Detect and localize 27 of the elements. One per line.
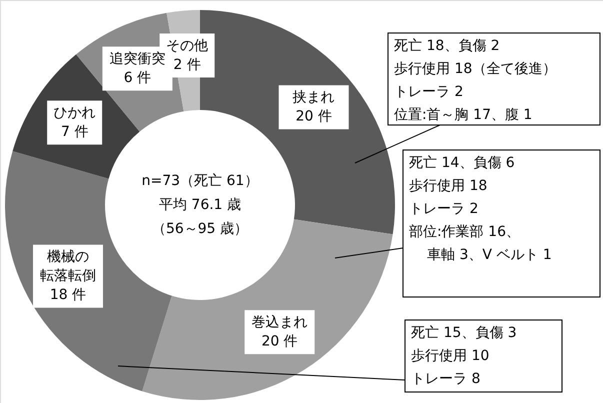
text: トレーラ 2	[394, 84, 464, 100]
text: 車軸 3、V ベルト 1	[427, 247, 552, 263]
data-label: 18 件	[50, 287, 86, 304]
slice-label: 追突衝突	[109, 51, 166, 68]
data-label: 7 件	[60, 124, 88, 140]
text: 歩行使用 18	[409, 178, 488, 194]
text: 平均 76.1 歳	[158, 197, 242, 213]
data-label: 20 件	[261, 334, 298, 350]
text: 歩行使用 10	[411, 348, 490, 364]
text: 死亡 14、負傷 6	[409, 155, 515, 171]
text: トレーラ 8	[411, 371, 480, 387]
text: n=73（死亡 61）	[142, 173, 258, 189]
slice-label: 挟まれ	[292, 90, 335, 106]
data-label: 2 件	[173, 57, 201, 74]
slice-label: その他	[166, 38, 208, 54]
slice-label: 機械の転落転倒	[40, 249, 96, 284]
text: 部位:作業部 16、	[409, 224, 520, 240]
text: 歩行使用 18（全て後進）	[394, 61, 556, 77]
text: トレーラ 2	[409, 201, 478, 217]
data-label: 6 件	[124, 70, 152, 86]
text: 位置:首～胸 17、腹 1	[394, 107, 532, 123]
text: 死亡 18、負傷 2	[394, 38, 500, 54]
data-label: 20 件	[296, 108, 332, 125]
text: 死亡 15、負傷 3	[411, 325, 517, 341]
text: （56～95 歳）	[152, 221, 248, 237]
slice-label: ひかれ	[54, 105, 96, 122]
slice-label: 巻込まれ	[252, 314, 308, 331]
